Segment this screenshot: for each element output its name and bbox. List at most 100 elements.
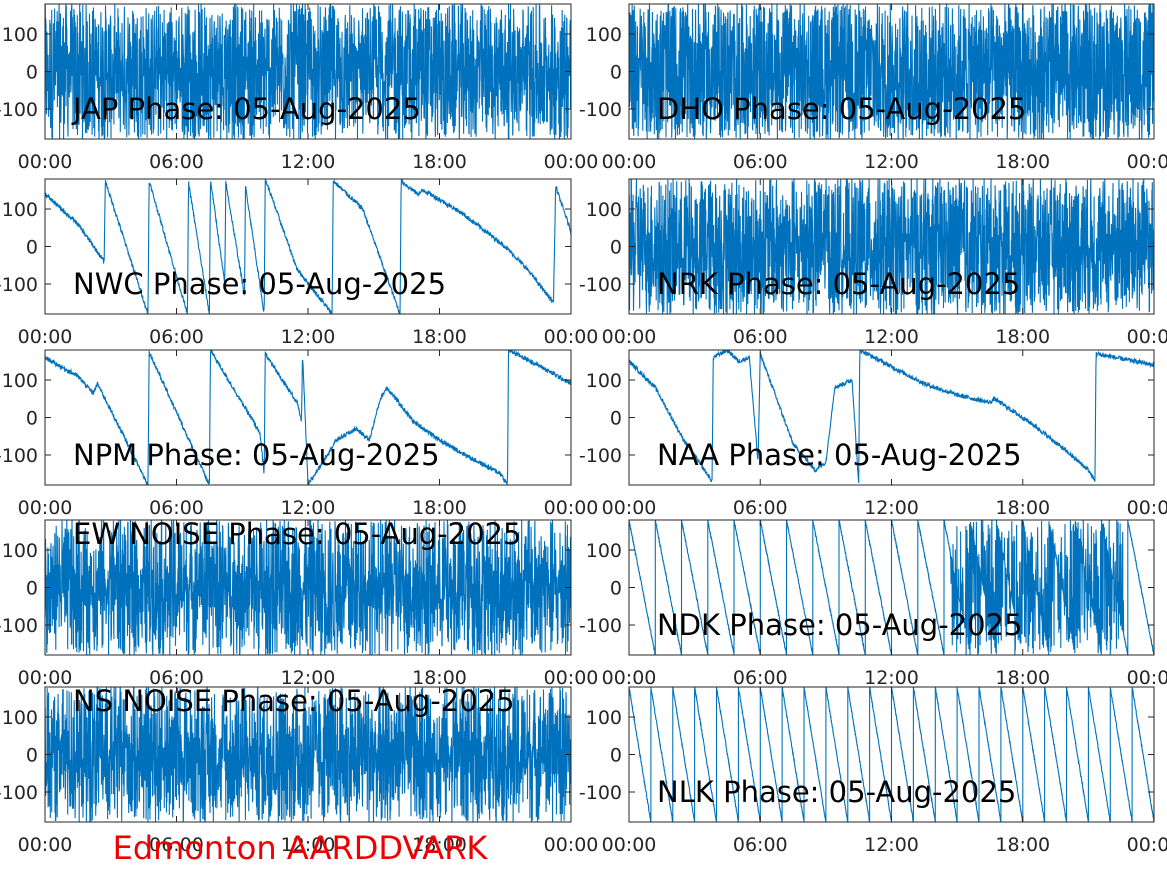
panel-title: DHO Phase: 05-Aug-2025 [657,92,1026,126]
x-tick-label: 06:00 [733,834,788,856]
panel-6: 00:00 06:00 12:00 18:00 00:00 100 0 -100 EW NOIS… [0,517,598,689]
y-tick-label: 0 [26,408,38,430]
y-tick-label: -100 [0,615,38,637]
y-tick-label: 0 [26,745,38,767]
x-tick-label: 06:00 [733,326,788,348]
x-tick-label: 00:00 [602,497,657,519]
x-tick-label: 12:00 [281,151,336,173]
x-tick-label: 12:00 [281,667,336,689]
y-tick-label: 100 [2,370,38,392]
panel-2: 00:00 06:00 12:00 18:00 00:00 100 0 -100 NWC Pha… [0,178,599,348]
panel-title: NLK Phase: 05-Aug-2025 [657,775,1016,809]
panel-title: NWC Phase: 05-Aug-2025 [73,267,446,301]
x-tick-label: 00:00 [544,497,599,519]
x-tick-label: 12:00 [281,326,336,348]
y-tick-label: 100 [586,370,622,392]
x-tick-label: 18:00 [995,151,1050,173]
y-tick-label: 0 [610,745,622,767]
panel-title: NPM Phase: 05-Aug-2025 [73,438,440,472]
y-tick-label: 0 [610,237,622,259]
x-tick-label: 18:00 [412,667,467,689]
x-tick-label: 00:00 [544,151,599,173]
phase-series-line [45,687,571,822]
y-tick-label: -100 [0,99,38,121]
panels: 00:00 06:00 12:00 18:00 00:00 100 0 -100 JAP Pha… [0,3,1167,856]
x-tick-label: 00:00 [602,151,657,173]
panel-title: NDK Phase: 05-Aug-2025 [657,608,1022,642]
x-tick-label: 06:00 [733,497,788,519]
y-tick-label: 0 [610,578,622,600]
phase-series-line [45,4,571,139]
phase-series-line [629,350,1154,484]
footer-label: Edmonton AARDDVARK [113,829,489,867]
x-tick-label: 18:00 [412,326,467,348]
x-tick-label: 12:00 [864,667,919,689]
x-tick-label: 18:00 [412,497,467,519]
panel-title: EW NOISE Phase: 05-Aug-2025 [73,517,521,551]
panel-title: NAA Phase: 05-Aug-2025 [657,438,1022,472]
panel-title: NS NOISE Phase: 05-Aug-2025 [73,684,515,718]
x-tick-label: 00:00 [602,834,657,856]
x-tick-label: 12:00 [864,497,919,519]
x-tick-label: 06:00 [149,151,204,173]
y-tick-label: 100 [2,24,38,46]
y-tick-label: 100 [2,199,38,221]
y-tick-label: -100 [0,274,38,296]
phase-series-line [45,520,571,655]
y-tick-label: 0 [610,62,622,84]
panel-7: 00:00 06:00 12:00 18:00 00:00 100 0 -100 NDK Pha… [579,519,1167,689]
x-tick-label: 00:00 [544,326,599,348]
x-tick-label: 18:00 [995,326,1050,348]
x-tick-label: 00:00 [1127,326,1167,348]
x-tick-label: 06:00 [149,667,204,689]
y-tick-label: -100 [579,274,622,296]
y-tick-label: -100 [579,782,622,804]
x-tick-label: 12:00 [864,151,919,173]
x-tick-label: 18:00 [995,667,1050,689]
x-tick-label: 00:00 [18,667,73,689]
y-tick-label: -100 [579,615,622,637]
panel-title: NRK Phase: 05-Aug-2025 [657,267,1020,301]
panel-8: 00:00 06:00 12:00 18:00 00:00 100 0 -100 NS NOIS… [0,684,598,856]
phase-series-line [629,4,1154,139]
phase-series-line [629,179,1154,314]
phase-series-line [45,179,571,314]
x-tick-label: 00:00 [544,667,599,689]
y-tick-label: 0 [26,578,38,600]
x-tick-label: 00:00 [1127,667,1167,689]
panel-9: 00:00 06:00 12:00 18:00 00:00 100 0 -100 NLK Pha… [579,686,1167,856]
x-tick-label: 06:00 [733,667,788,689]
y-tick-label: 0 [26,237,38,259]
y-tick-label: 100 [586,540,622,562]
phase-series-line [45,350,571,485]
y-tick-label: 100 [586,24,622,46]
panel-5: 00:00 06:00 12:00 18:00 00:00 100 0 -100 NAA Pha… [579,349,1167,519]
x-tick-label: 18:00 [412,151,467,173]
panel-0: 00:00 06:00 12:00 18:00 00:00 100 0 -100 JAP Pha… [0,3,599,173]
x-tick-label: 00:00 [602,667,657,689]
phase-series-line [629,520,1154,655]
y-tick-label: -100 [0,445,38,467]
x-tick-label: 06:00 [733,151,788,173]
x-tick-label: 00:00 [18,834,73,856]
x-tick-label: 18:00 [995,834,1050,856]
panel-title: JAP Phase: 05-Aug-2025 [71,92,421,126]
x-tick-label: 06:00 [149,497,204,519]
y-tick-label: 100 [2,707,38,729]
y-tick-label: -100 [0,782,38,804]
y-tick-label: 0 [26,62,38,84]
panel-3: 00:00 06:00 12:00 18:00 00:00 100 0 -100 NRK Pha… [579,178,1167,348]
x-tick-label: 00:00 [602,326,657,348]
x-tick-label: 00:00 [1127,497,1167,519]
x-tick-label: 18:00 [995,497,1050,519]
x-tick-label: 12:00 [281,834,336,856]
x-tick-label: 12:00 [864,834,919,856]
x-tick-label: 12:00 [281,497,336,519]
x-tick-label: 12:00 [864,326,919,348]
y-tick-label: 0 [610,408,622,430]
y-tick-label: -100 [579,99,622,121]
x-tick-label: 00:00 [18,497,73,519]
x-tick-label: 00:00 [18,326,73,348]
x-tick-label: 00:00 [18,151,73,173]
